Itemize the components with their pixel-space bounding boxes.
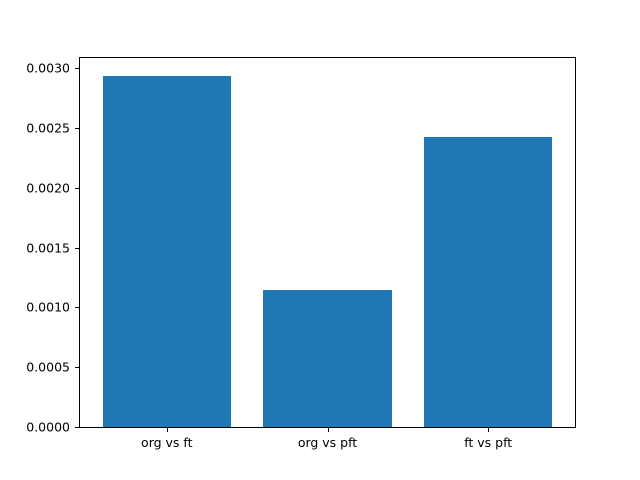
x-tick-label: org vs pft: [297, 435, 358, 450]
y-tick-label: 0.0000: [26, 419, 70, 435]
x-tick-mark: [166, 428, 168, 432]
y-tick-mark: [75, 367, 79, 369]
bars-layer: [80, 58, 575, 427]
y-tick-label: 0.0030: [26, 60, 70, 76]
y-tick-mark: [75, 247, 79, 249]
y-tick-mark: [75, 187, 79, 189]
x-tick-label: ft vs pft: [464, 435, 513, 450]
y-tick-mark: [75, 307, 79, 309]
y-tick-label: 0.0025: [26, 120, 70, 136]
bar-org-vs-pft: [263, 289, 392, 427]
y-tick-label: 0.0005: [26, 359, 70, 375]
x-tick-mark: [327, 428, 329, 432]
bar-ft-vs-pft: [423, 136, 553, 427]
plot-area: [79, 57, 576, 428]
bar-org-vs-ft: [102, 75, 232, 427]
x-tick-label: org vs ft: [141, 435, 193, 450]
y-tick-label: 0.0010: [26, 299, 70, 315]
x-tick-mark: [488, 428, 490, 432]
y-tick-label: 0.0020: [26, 180, 70, 196]
y-tick-label: 0.0015: [26, 240, 70, 256]
y-tick-mark: [75, 427, 79, 428]
y-tick-mark: [75, 128, 79, 130]
y-tick-mark: [75, 68, 79, 70]
